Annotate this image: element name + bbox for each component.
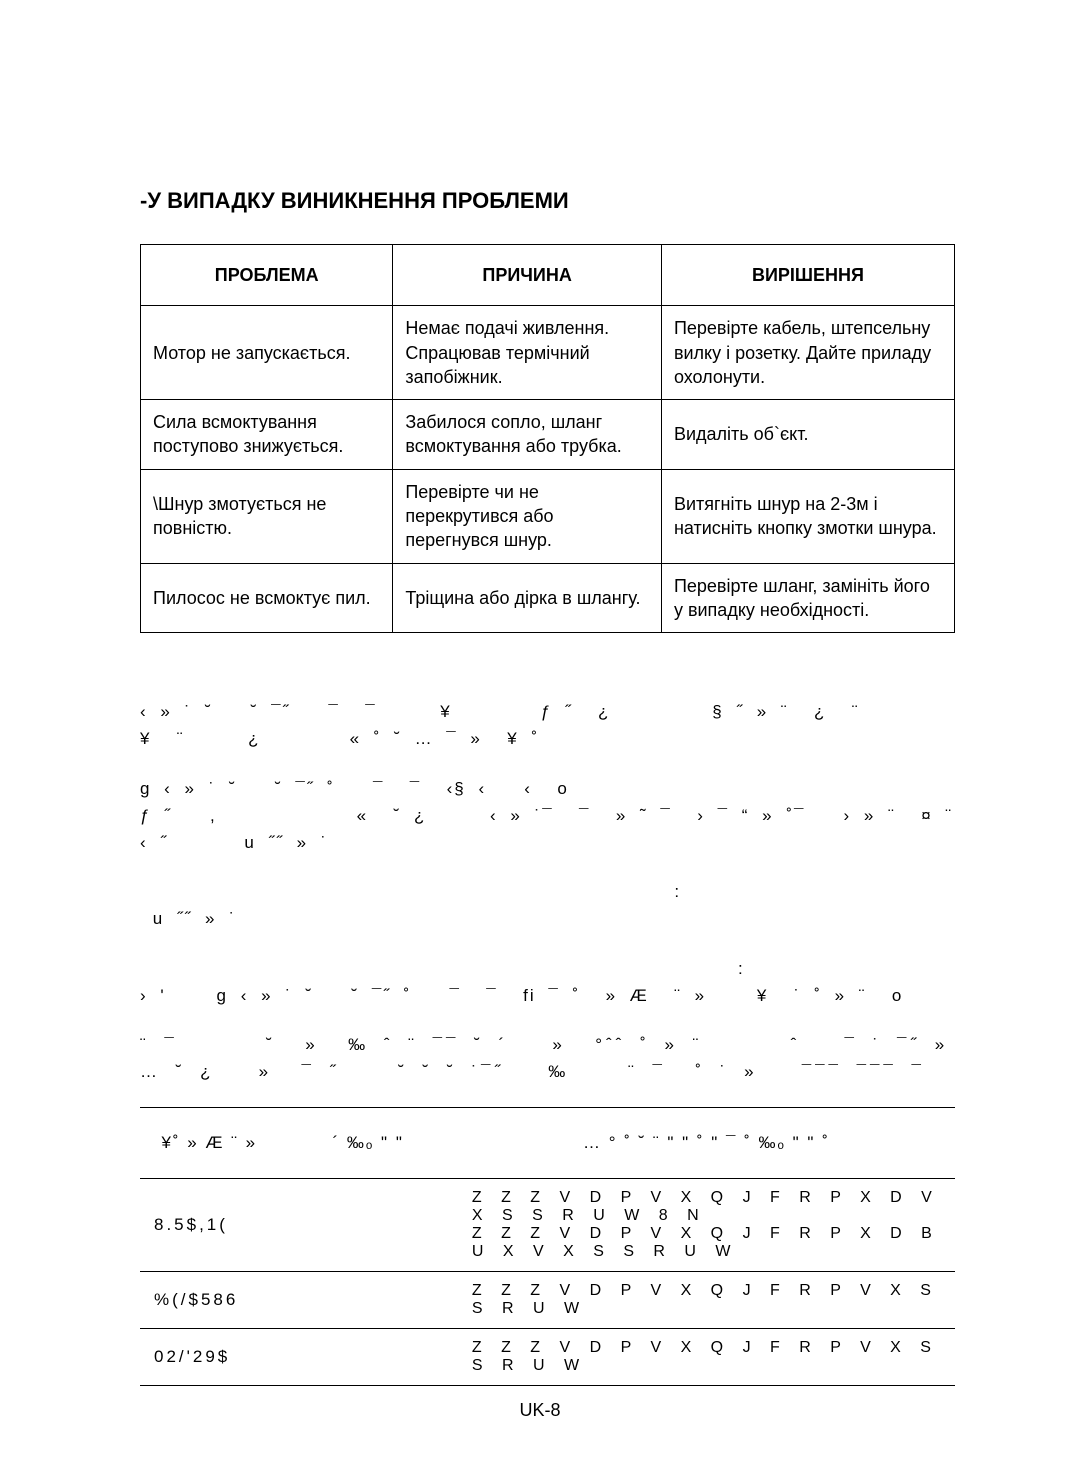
th-solution: ВИРІШЕННЯ — [661, 245, 954, 306]
garbled-paragraph-3: : u ˝˝ » ˙ — [140, 878, 955, 932]
cell-cause: Тріщина або дірка в шлангу. — [393, 563, 662, 633]
table-row: Сила всмоктування поступово знижується. … — [141, 400, 955, 470]
cell-problem: Мотор не запускається. — [141, 306, 393, 400]
web-line: Z Z Z V D P V X Q J F R P V X S S R U W — [472, 1339, 941, 1375]
contact-row: 02/'29$ Z Z Z V D P V X Q J F R P V X S … — [140, 1329, 955, 1386]
cell-cause: Перевірте чи не перекрутився або перегну… — [393, 469, 662, 563]
cell-web: Z Z Z V D P V X Q J F R P X D V X S S R … — [458, 1179, 955, 1272]
garbled-paragraph-4: : › ' g ‹ » ˙ ˘ ˘ ¯˝ ˚ ¯ ¯ fi ¯ ˚ » Æ ¨ … — [140, 955, 955, 1009]
cell-cause: Немає подачі живлення. Спрацював термічн… — [393, 306, 662, 400]
th-problem: ПРОБЛЕМА — [141, 245, 393, 306]
contact-row: %(/$586 Z Z Z V D P V X Q J F R P V X S … — [140, 1272, 955, 1329]
th-cause: ПРИЧИНА — [393, 245, 662, 306]
cell-web: Z Z Z V D P V X Q J F R P V X S S R U W — [458, 1272, 955, 1329]
cell-problem: Пилосос не всмоктує пил. — [141, 563, 393, 633]
section-heading: У ВИПАДКУ ВИНИКНЕННЯ ПРОБЛЕМИ — [140, 188, 955, 214]
garbled-paragraph-2: g ‹ » ˙ ˘ ˘ ¯˝ ˚ ¯ ¯ ‹§ ‹ ‹ o : ƒ ˝ , « … — [140, 775, 955, 857]
cell-web: Z Z Z V D P V X Q J F R P V X S S R U W — [458, 1329, 955, 1386]
th-country: ¥˚ » Æ ¨ » — [140, 1108, 279, 1179]
cell-cause: Забилося сопло, шланг всмоктування або т… — [393, 400, 662, 470]
cell-solution: Перевірте шланг, замініть його у випадку… — [661, 563, 954, 633]
table-row: Мотор не запускається. Немає подачі живл… — [141, 306, 955, 400]
web-line: Z Z Z V D P V X Q J F R P V X S S R U W — [472, 1282, 941, 1318]
cell-country: 8.5$,1( — [140, 1179, 279, 1272]
troubleshoot-table: ПРОБЛЕМА ПРИЧИНА ВИРІШЕННЯ Мотор не запу… — [140, 244, 955, 633]
contact-header-row: ¥˚ » Æ ¨ » ´ ‰ₒ " " … ° ˚ ˘ ¨ " " ˚ " ¯ … — [140, 1108, 955, 1179]
cell-solution: Витягніть шнур на 2-3м і натисніть кнопк… — [661, 469, 954, 563]
cell-contact — [279, 1272, 458, 1329]
th-web: … ° ˚ ˘ ¨ " " ˚ " ¯ ˚ ‰ₒ " " ˚ — [458, 1108, 955, 1179]
cell-country: %(/$586 — [140, 1272, 279, 1329]
cell-country: 02/'29$ — [140, 1329, 279, 1386]
garbled-paragraph-1: ‹ » ˙ ˘ ˘ ¯˝ ¯ ¯ ¥ ƒ ˝ ¿ § ˝ » ¨ ¿ ¨ ‹ »… — [140, 698, 955, 752]
cell-solution: Видаліть об`єкт. — [661, 400, 954, 470]
web-line: Z Z Z V D P V X Q J F R P X D V X S S R … — [472, 1189, 941, 1225]
page-number: UK-8 — [0, 1400, 1080, 1421]
cell-contact — [279, 1179, 458, 1272]
garbled-paragraph-5: ¨ ¯ ˘ » ‰ ˆ ¨ ¯¯ ˘ ´ » °ˆˆ ˚ » ¨ ˆ ¯ ˙ ¯… — [140, 1031, 955, 1085]
contact-table: ¥˚ » Æ ¨ » ´ ‰ₒ " " … ° ˚ ˘ ¨ " " ˚ " ¯ … — [140, 1107, 955, 1386]
cell-contact — [279, 1329, 458, 1386]
cell-problem: Сила всмоктування поступово знижується. — [141, 400, 393, 470]
cell-problem: \Шнур змотується не повністю. — [141, 469, 393, 563]
web-line: Z Z Z V D P V X Q J F R P X D B U X V X … — [472, 1225, 941, 1261]
cell-solution: Перевірте кабель, штепсельну вилку і роз… — [661, 306, 954, 400]
table-row: \Шнур змотується не повністю. Перевірте … — [141, 469, 955, 563]
table-row: Пилосос не всмоктує пил. Тріщина або дір… — [141, 563, 955, 633]
table-header-row: ПРОБЛЕМА ПРИЧИНА ВИРІШЕННЯ — [141, 245, 955, 306]
th-contact: ´ ‰ₒ " " — [279, 1108, 458, 1179]
contact-row: 8.5$,1( Z Z Z V D P V X Q J F R P X D V … — [140, 1179, 955, 1272]
